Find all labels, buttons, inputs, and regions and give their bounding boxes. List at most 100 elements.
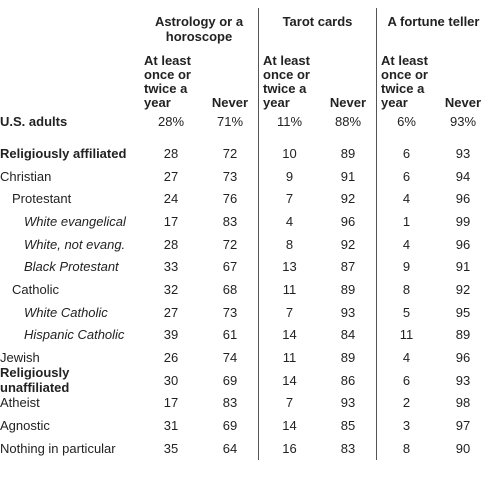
cell: 9	[376, 255, 436, 279]
cell: 89	[340, 350, 356, 366]
page: Astrology or a horoscope Tarot cards A for…	[0, 8, 490, 478]
cell: 11	[258, 278, 320, 301]
cell: 7	[258, 391, 320, 415]
cell: 27	[163, 168, 179, 184]
cell: 35	[163, 440, 179, 456]
group-header: Astrology or a horoscope	[154, 14, 244, 44]
cell: 17	[163, 395, 179, 411]
cell: 92	[340, 191, 356, 207]
row-label: White evangelical	[24, 213, 126, 229]
cell: 71%	[216, 114, 244, 129]
cell: 6	[376, 142, 436, 165]
cell: 90	[455, 440, 471, 456]
cell: 28%	[157, 114, 185, 129]
cell: 8	[376, 278, 436, 301]
cell: 67	[222, 259, 238, 275]
cell: 33	[163, 259, 179, 275]
cell: 83	[340, 440, 356, 456]
cell: 27	[163, 304, 179, 320]
cell: 83	[222, 395, 238, 411]
cell: 91	[455, 259, 471, 275]
cell: 73	[222, 168, 238, 184]
cell: 72	[222, 236, 238, 252]
row-label: White, not evang.	[24, 236, 126, 252]
row-label: Black Protestant	[24, 259, 119, 275]
cell: 99	[455, 213, 471, 229]
cell: 10	[258, 142, 320, 165]
cell: 76	[222, 191, 238, 207]
cell: 92	[455, 281, 471, 297]
subheader: At least once or twice a year	[144, 53, 191, 110]
cell: 6	[376, 368, 436, 392]
table: Astrology or a horoscope Tarot cards A for…	[0, 8, 490, 460]
cell: 3	[376, 414, 436, 437]
cell: 28	[163, 236, 179, 252]
cell: 95	[455, 304, 471, 320]
cell: 92	[340, 236, 356, 252]
cell: 74	[222, 350, 238, 366]
cell: 89	[455, 327, 471, 343]
cell: 91	[340, 168, 356, 184]
cell: 1	[376, 210, 436, 233]
cell: 96	[455, 350, 471, 366]
cell: 31	[163, 418, 179, 434]
cell: 28	[163, 145, 179, 161]
cell: 26	[163, 350, 179, 366]
cell: 4	[376, 346, 436, 369]
row-label: White Catholic	[24, 304, 108, 320]
cell: 11%	[258, 114, 320, 142]
cell: 16	[258, 436, 320, 460]
cell: 93	[455, 372, 471, 388]
cell: 14	[258, 414, 320, 437]
row-label: Religiously affiliated	[0, 145, 127, 161]
cell: 32	[163, 281, 179, 297]
cell: 89	[340, 281, 356, 297]
row-label: Atheist	[0, 395, 40, 411]
cell: 69	[222, 372, 238, 388]
cell: 96	[340, 213, 356, 229]
cell: 61	[222, 327, 238, 343]
cell: 96	[455, 191, 471, 207]
row-label: Nothing in particular	[0, 440, 116, 456]
row-label: Catholic	[12, 281, 59, 297]
row-label: Jewish	[0, 350, 40, 366]
row-label: U.S. adults	[0, 114, 68, 129]
cell: 88%	[334, 114, 362, 129]
cell: 68	[222, 281, 238, 297]
cell: 11	[376, 323, 436, 347]
cell: 6	[376, 164, 436, 188]
subheader: At least once or twice a year	[258, 48, 320, 114]
row-label: Hispanic Catholic	[24, 327, 125, 343]
cell: 64	[222, 440, 238, 456]
cell: 4	[376, 232, 436, 256]
subheader: At least once or twice a year	[376, 48, 436, 114]
cell: 6%	[376, 114, 436, 142]
cell: 30	[163, 372, 179, 388]
cell: 86	[340, 372, 356, 388]
cell: 24	[163, 191, 179, 207]
corner	[0, 48, 140, 110]
cell: 72	[222, 145, 238, 161]
cell: 4	[376, 187, 436, 211]
cell: 5	[376, 300, 436, 324]
cell: 93	[455, 145, 471, 161]
row-label: Religiously unaffiliated	[0, 365, 70, 396]
cell: 7	[258, 187, 320, 211]
row-label: Christian	[0, 168, 52, 184]
subheader: Never	[444, 95, 482, 110]
cell: 8	[258, 232, 320, 256]
cell: 14	[258, 368, 320, 392]
cell: 8	[376, 436, 436, 460]
cell: 7	[258, 300, 320, 324]
group-header: Tarot cards	[258, 8, 376, 48]
cell: 2	[376, 391, 436, 415]
corner	[0, 8, 140, 48]
cell: 73	[222, 304, 238, 320]
cell: 83	[222, 213, 238, 229]
cell: 89	[340, 145, 356, 161]
cell: 9	[258, 164, 320, 188]
cell: 13	[258, 255, 320, 279]
cell: 69	[222, 418, 238, 434]
cell: 85	[340, 418, 356, 434]
cell: 87	[340, 259, 356, 275]
